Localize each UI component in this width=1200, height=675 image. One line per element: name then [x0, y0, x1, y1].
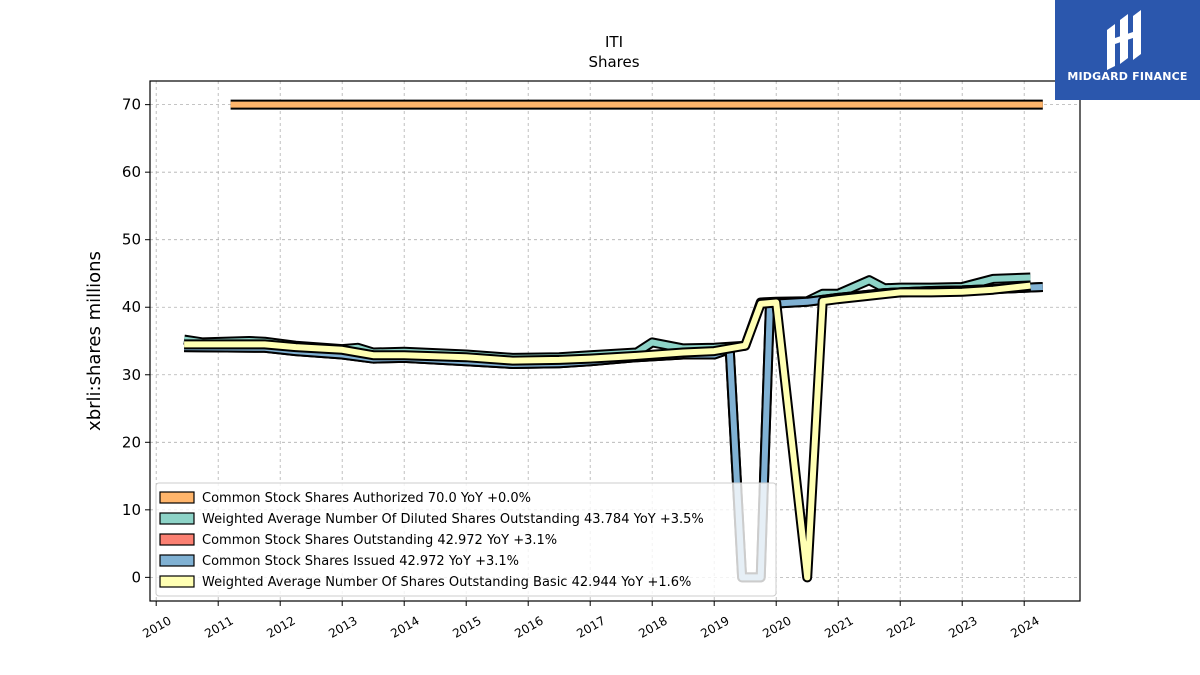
y-tick-label: 30: [122, 366, 141, 384]
legend-label: Weighted Average Number Of Diluted Share…: [202, 512, 704, 527]
legend-label: Common Stock Shares Outstanding 42.972 Y…: [202, 533, 557, 548]
series-line-core: [184, 282, 1031, 581]
x-tick-label: 2020: [760, 613, 793, 640]
x-tick-label: 2017: [574, 613, 607, 640]
logo-text: MIDGARD FINANCE: [1067, 70, 1188, 83]
legend-label: Common Stock Shares Issued 42.972 YoY +3…: [202, 554, 519, 569]
x-tick-label: 2011: [202, 613, 235, 640]
x-tick-label: 2013: [326, 613, 359, 640]
x-tick-label: 2016: [512, 613, 545, 640]
x-tick-label: 2015: [450, 613, 483, 640]
x-tick-label: 2012: [264, 613, 297, 640]
logo-mark-icon: [1107, 10, 1141, 70]
x-tick-label: 2024: [1008, 613, 1041, 640]
plot-area-frame: [149, 80, 1081, 602]
x-tick-label: 2019: [698, 613, 731, 640]
x-tick-label: 2010: [140, 613, 173, 640]
x-tick-label: 2022: [884, 613, 917, 640]
y-tick-label: 60: [122, 163, 141, 181]
legend-swatch: [159, 491, 195, 504]
legend-box: [155, 482, 777, 597]
x-tick-label: 2023: [946, 613, 979, 640]
y-tick-label: 20: [122, 433, 141, 451]
legend-swatch: [159, 575, 195, 588]
grid-lines: [150, 81, 1080, 601]
legend: Common Stock Shares Authorized 70.0 YoY …: [155, 482, 777, 597]
legend-swatch: [159, 512, 195, 525]
y-tick-label: 70: [122, 96, 141, 114]
legend-label: Weighted Average Number Of Shares Outsta…: [202, 575, 691, 590]
x-tick-label: 2021: [822, 613, 855, 640]
y-axis-label: xbrli:shares millions: [84, 251, 105, 431]
legend-swatch: [159, 554, 195, 567]
x-tick-label: 2014: [388, 613, 421, 640]
series-layer: [183, 99, 1044, 583]
y-tick-label: 50: [122, 231, 141, 249]
legend-swatch: [159, 533, 195, 546]
chart-title: ITI: [605, 33, 623, 51]
y-tick-label: 0: [131, 568, 141, 586]
brand-logo: MIDGARD FINANCE: [1055, 0, 1200, 100]
x-tick-label: 2018: [636, 613, 669, 640]
chart-subtitle: Shares: [588, 53, 639, 71]
series-line: [184, 280, 1031, 583]
y-tick-label: 40: [122, 298, 141, 316]
legend-label: Common Stock Shares Authorized 70.0 YoY …: [202, 491, 531, 506]
y-tick-label: 10: [122, 501, 141, 519]
